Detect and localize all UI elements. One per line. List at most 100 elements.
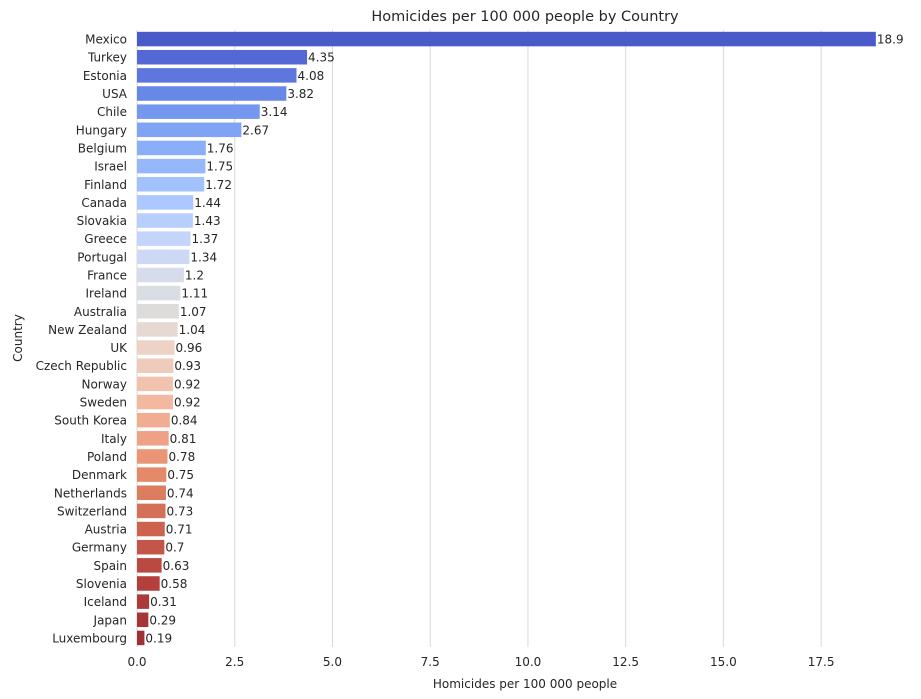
bar-value-label: 0.71 [166,523,193,537]
y-tick-label: Greece [84,232,127,246]
y-tick-label: Australia [74,305,127,319]
bar [137,358,174,373]
bar-value-label: 4.08 [298,69,325,83]
bar-value-label: 0.96 [176,341,203,355]
x-tick-label: 10.0 [515,655,542,669]
bar [137,195,194,210]
bar [137,213,193,228]
y-tick-labels: Mexico Turkey Estonia USA Chile Hungary Belgiu… [36,33,129,646]
bar-value-label: 0.92 [174,396,201,410]
y-tick-label: UK [110,341,128,355]
bar [137,449,168,464]
y-tick-label: Italy [101,432,127,446]
y-tick-label: Austria [85,523,127,537]
x-tick-label: 5.0 [323,655,342,669]
bar [137,340,175,355]
bar-value-label: 0.84 [171,414,198,428]
bar-value-labels: 18.9 4.35 4.08 3.82 3.14 2.67 1.76 1.75 1.72 1.44… [145,33,903,646]
bar [137,49,308,65]
bar [137,630,145,646]
y-tick-label: France [87,268,127,282]
bars [137,31,876,646]
y-tick-label: Germany [72,541,127,555]
x-tick-label: 2.5 [225,655,244,669]
y-tick-label: USA [102,87,128,101]
y-tick-label: Portugal [77,250,127,264]
bar [137,249,190,265]
bar [137,394,173,410]
bar [137,322,178,337]
bar [137,285,181,301]
y-tick-label: Czech Republic [36,359,127,373]
y-tick-label: Netherlands [54,486,127,500]
bar [137,231,191,246]
bar-value-label: 1.2 [185,268,204,282]
y-tick-label: Sweden [80,396,127,410]
y-tick-label: New Zealand [48,323,127,337]
bar-value-label: 1.04 [179,323,206,337]
bar-value-label: 0.93 [174,359,201,373]
y-tick-label: Japan [93,613,127,627]
bar-value-label: 1.72 [205,178,232,192]
bar [137,576,160,591]
bar-value-label: 1.11 [181,287,208,301]
y-tick-label: Luxembourg [52,631,127,645]
bar [137,594,150,609]
y-tick-label: Denmark [72,468,127,482]
y-tick-label: Spain [93,559,127,573]
y-tick-label: Slovenia [76,577,127,591]
bar [137,31,876,47]
bar [137,140,206,156]
x-tick-label: 0.0 [127,655,146,669]
y-tick-label: Estonia [83,69,127,83]
bar [137,86,287,101]
bar-value-label: 0.58 [161,577,188,591]
y-tick-label: Norway [81,377,127,391]
bar [137,104,260,119]
y-tick-label: Turkey [87,51,127,65]
bar [137,158,206,174]
bar-value-label: 0.75 [167,468,194,482]
bar-value-label: 0.29 [149,613,176,627]
bar [137,612,149,628]
bar-value-label: 0.31 [150,595,177,609]
bar [137,539,165,555]
bar-value-label: 0.19 [145,631,172,645]
y-tick-label: Israel [94,160,127,174]
bar-value-label: 1.37 [192,232,219,246]
bar-value-label: 0.81 [170,432,197,446]
y-tick-label: Iceland [84,595,127,609]
bar [137,176,205,192]
bar [137,485,166,501]
bar-value-label: 1.34 [190,250,217,264]
x-tick-label: 7.5 [421,655,440,669]
bar-value-label: 0.7 [165,541,184,555]
y-axis-label: Country [11,314,25,362]
bar-value-label: 1.76 [207,141,234,155]
bar [137,376,173,392]
y-tick-label: Switzerland [57,504,127,518]
y-tick-label: Canada [81,196,127,210]
bar-value-label: 0.78 [168,450,195,464]
chart-title: Homicides per 100 000 people by Country [371,9,679,25]
bar-value-label: 18.9 [877,33,904,47]
y-tick-label: Belgium [78,141,127,155]
x-tick-label: 12.5 [612,655,639,669]
bar [137,521,165,537]
bar [137,503,166,519]
bar-value-label: 2.67 [242,123,269,137]
x-tick-label: 17.5 [808,655,835,669]
y-tick-label: Slovakia [77,214,127,228]
bar [137,122,242,138]
y-tick-label: Finland [84,178,127,192]
bar-value-label: 1.75 [206,160,233,174]
bar [137,68,297,83]
bar-value-label: 1.44 [194,196,221,210]
x-tick-label: 15.0 [710,655,737,669]
bar [137,304,179,319]
bar [137,467,167,482]
y-tick-label: Chile [97,105,127,119]
bar-value-label: 3.14 [261,105,288,119]
bar-value-label: 1.43 [194,214,221,228]
